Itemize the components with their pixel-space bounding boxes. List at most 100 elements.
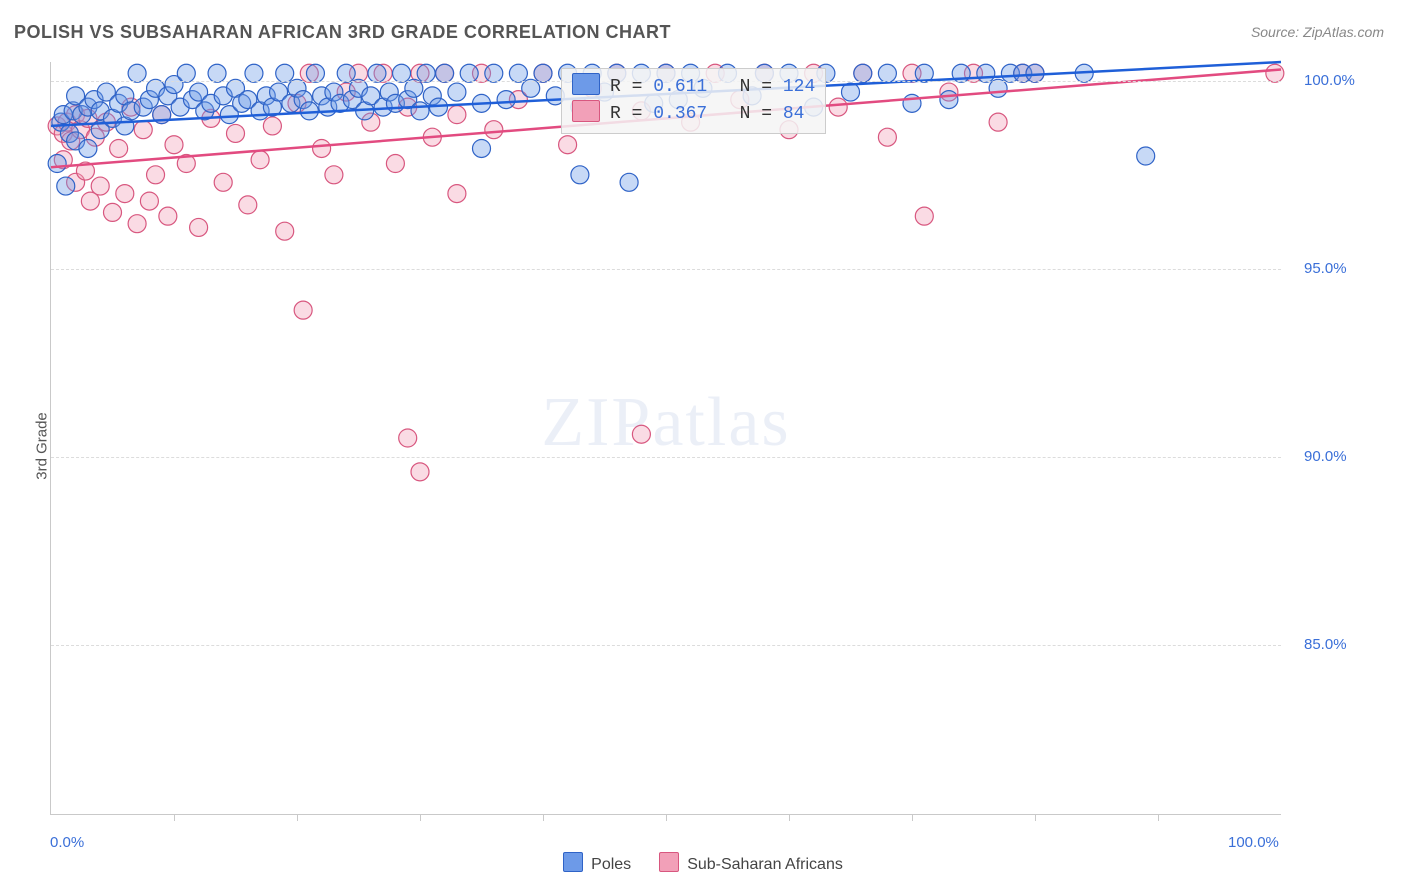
y-axis-label: 3rd Grade [33, 412, 50, 480]
data-point-poles [497, 91, 515, 109]
data-point-poles [977, 64, 995, 82]
stats-r-subsaharan: 0.367 [653, 104, 707, 124]
x-tick [912, 814, 913, 821]
data-point-poles [522, 79, 540, 97]
legend-swatch-subsaharan [659, 852, 679, 872]
data-point-poles [79, 139, 97, 157]
x-tick [543, 814, 544, 821]
data-point-poles [48, 155, 66, 173]
data-point-subsaharan [829, 98, 847, 116]
data-point-poles [177, 64, 195, 82]
data-point-subsaharan [91, 177, 109, 195]
chart-title: POLISH VS SUBSAHARAN AFRICAN 3RD GRADE C… [14, 22, 671, 43]
data-point-subsaharan [915, 207, 933, 225]
x-tick [666, 814, 667, 821]
stats-r-poles: 0.611 [653, 77, 707, 97]
x-tick [1035, 814, 1036, 821]
data-point-subsaharan [239, 196, 257, 214]
data-point-subsaharan [263, 117, 281, 135]
stats-row-poles: R = 0.611 N = 124 [572, 73, 815, 100]
stats-swatch-subsaharan [572, 100, 600, 122]
data-point-poles [940, 91, 958, 109]
data-point-subsaharan [448, 185, 466, 203]
legend-item-subsaharan: Sub-Saharan Africans [659, 852, 843, 874]
x-tick [1158, 814, 1159, 821]
data-point-poles [620, 173, 638, 191]
x-tick [420, 814, 421, 821]
data-point-subsaharan [116, 185, 134, 203]
data-point-poles [878, 64, 896, 82]
data-point-subsaharan [251, 151, 269, 169]
data-point-poles [417, 64, 435, 82]
data-point-subsaharan [448, 106, 466, 124]
data-point-poles [245, 64, 263, 82]
data-point-subsaharan [399, 429, 417, 447]
data-point-poles [208, 64, 226, 82]
data-point-poles [368, 64, 386, 82]
gridline-h [51, 269, 1281, 270]
legend-item-poles: Poles [563, 852, 631, 874]
data-point-subsaharan [386, 155, 404, 173]
stats-swatch-poles [572, 73, 600, 95]
data-point-subsaharan [313, 139, 331, 157]
data-point-subsaharan [878, 128, 896, 146]
data-point-poles [903, 94, 921, 112]
data-point-poles [128, 64, 146, 82]
data-point-poles [989, 79, 1007, 97]
data-point-poles [405, 79, 423, 97]
legend-label-poles: Poles [591, 856, 631, 873]
y-tick-label: 95.0% [1304, 260, 1347, 277]
data-point-subsaharan [159, 207, 177, 225]
data-point-poles [393, 64, 411, 82]
y-tick-label: 100.0% [1304, 72, 1355, 89]
data-point-subsaharan [1266, 64, 1284, 82]
scatter-svg [51, 62, 1281, 814]
data-point-subsaharan [147, 166, 165, 184]
data-point-subsaharan [632, 425, 650, 443]
data-point-poles [534, 64, 552, 82]
data-point-poles [485, 64, 503, 82]
data-point-subsaharan [140, 192, 158, 210]
data-point-subsaharan [485, 121, 503, 139]
legend-label-subsaharan: Sub-Saharan Africans [687, 856, 843, 873]
stats-n-poles: 124 [783, 77, 815, 97]
data-point-poles [473, 139, 491, 157]
data-point-poles [57, 177, 75, 195]
stats-box: R = 0.611 N = 124R = 0.367 N = 84 [561, 68, 826, 134]
data-point-subsaharan [128, 215, 146, 233]
data-point-subsaharan [411, 463, 429, 481]
data-point-poles [411, 102, 429, 120]
x-tick-label: 0.0% [50, 834, 84, 851]
data-point-poles [854, 64, 872, 82]
data-point-subsaharan [110, 139, 128, 157]
data-point-poles [300, 102, 318, 120]
data-point-poles [436, 64, 454, 82]
source-attribution: Source: ZipAtlas.com [1251, 24, 1384, 40]
data-point-subsaharan [214, 173, 232, 191]
data-point-poles [571, 166, 589, 184]
legend-bottom: Poles Sub-Saharan Africans [0, 852, 1406, 874]
stats-row-subsaharan: R = 0.367 N = 84 [572, 100, 815, 127]
data-point-subsaharan [165, 136, 183, 154]
x-tick-label: 100.0% [1228, 834, 1279, 851]
data-point-subsaharan [190, 218, 208, 236]
data-point-subsaharan [227, 124, 245, 142]
data-point-subsaharan [294, 301, 312, 319]
data-point-subsaharan [104, 203, 122, 221]
data-point-poles [337, 64, 355, 82]
x-tick [297, 814, 298, 821]
data-point-subsaharan [325, 166, 343, 184]
data-point-subsaharan [559, 136, 577, 154]
data-point-poles [448, 83, 466, 101]
data-point-poles [1137, 147, 1155, 165]
chart-plot-area: ZIPatlas [50, 62, 1281, 815]
x-tick [174, 814, 175, 821]
y-tick-label: 90.0% [1304, 448, 1347, 465]
legend-swatch-poles [563, 852, 583, 872]
y-tick-label: 85.0% [1304, 636, 1347, 653]
data-point-poles [276, 64, 294, 82]
data-point-subsaharan [276, 222, 294, 240]
data-point-subsaharan [989, 113, 1007, 131]
data-point-poles [306, 64, 324, 82]
gridline-h [51, 645, 1281, 646]
